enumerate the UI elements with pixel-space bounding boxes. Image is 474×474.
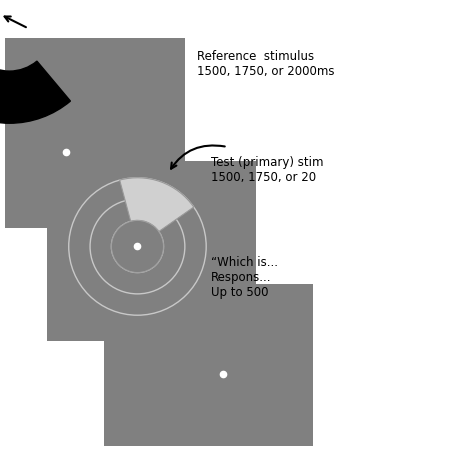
Text: Test (primary) stim
1500, 1750, or 20: Test (primary) stim 1500, 1750, or 20 bbox=[211, 156, 323, 184]
Text: Reference  stimulus
1500, 1750, or 2000ms: Reference stimulus 1500, 1750, or 2000ms bbox=[197, 50, 334, 78]
Circle shape bbox=[111, 220, 164, 273]
Text: “Which is...
Respons...
Up to 500: “Which is... Respons... Up to 500 bbox=[211, 256, 278, 299]
Wedge shape bbox=[119, 178, 194, 231]
Bar bbox=[47, 161, 256, 341]
Bar bbox=[104, 284, 313, 446]
Wedge shape bbox=[0, 61, 71, 123]
Bar bbox=[5, 38, 185, 228]
